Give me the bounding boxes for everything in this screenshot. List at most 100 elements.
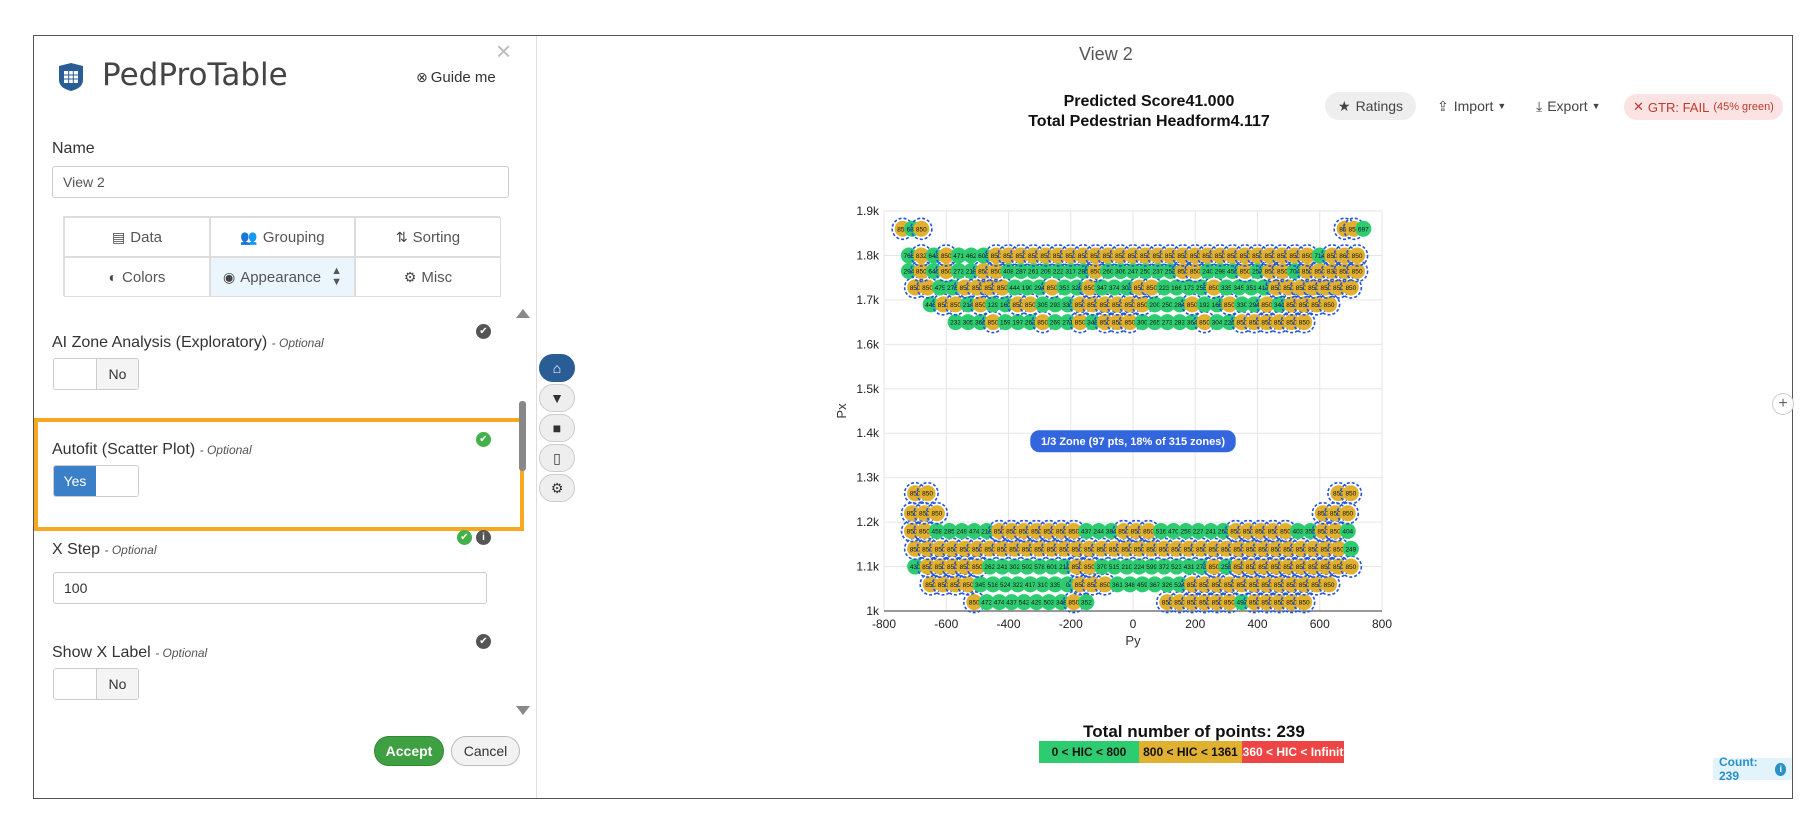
scrollbar-thumb[interactable] — [519, 401, 526, 471]
info-icon[interactable]: i — [1775, 762, 1786, 776]
data-point[interactable]: 850 — [925, 501, 949, 525]
data-point[interactable]: 237 — [1149, 263, 1166, 279]
data-point[interactable]: 214 — [960, 296, 977, 313]
data-point[interactable]: 269 — [1047, 314, 1064, 331]
data-point[interactable]: 273 — [1159, 314, 1176, 331]
expand-button[interactable]: + — [1772, 393, 1794, 415]
data-point[interactable]: 353 — [1056, 279, 1073, 296]
data-point[interactable]: 850 — [1339, 555, 1363, 578]
data-point[interactable]: 200 — [1146, 296, 1163, 313]
data-point[interactable]: 255 — [1193, 279, 1210, 296]
data-point[interactable]: 417 — [1022, 576, 1039, 593]
data-point[interactable]: 850 — [910, 217, 933, 241]
data-point[interactable]: 471 — [950, 247, 967, 264]
data-point[interactable]: 430 — [907, 558, 924, 575]
legend-item[interactable]: 800 < HIC < 1361 — [1139, 741, 1242, 763]
data-point[interactable]: 704 — [1286, 263, 1303, 279]
data-point[interactable]: 303 — [1118, 279, 1135, 296]
data-point[interactable]: 226 — [1221, 314, 1238, 331]
scroll-down-arrow[interactable] — [516, 706, 530, 715]
data-point[interactable]: 601 — [1044, 558, 1061, 575]
data-point[interactable]: 850 — [1292, 310, 1316, 334]
data-point[interactable]: 160 — [997, 296, 1014, 313]
data-point[interactable]: 192 — [1196, 296, 1213, 313]
data-point[interactable]: 250 — [1137, 263, 1154, 279]
data-point[interactable]: 276 — [944, 279, 961, 296]
data-point[interactable]: 249 — [1342, 540, 1359, 557]
data-point[interactable]: 317 — [1062, 263, 1079, 279]
data-point[interactable]: 305 — [960, 314, 977, 331]
data-point[interactable]: 366 — [972, 314, 989, 331]
data-point[interactable]: 273 — [1193, 558, 1210, 575]
data-point[interactable]: 298 — [1212, 263, 1229, 279]
data-point[interactable]: 219 — [1056, 558, 1073, 575]
data-point[interactable]: 293 — [1047, 296, 1064, 313]
data-point[interactable]: 348 — [1121, 576, 1138, 593]
data-point[interactable]: 159 — [997, 314, 1014, 331]
data-point[interactable]: 240 — [1199, 263, 1216, 279]
data-point[interactable]: 367 — [1146, 576, 1163, 593]
data-point[interactable]: 283 — [1171, 314, 1188, 331]
data-point[interactable]: 329 — [1068, 279, 1085, 296]
data-point[interactable]: 261 — [1025, 263, 1042, 279]
data-point[interactable]: 348 — [1084, 314, 1101, 331]
accept-button[interactable]: Accept — [374, 736, 444, 766]
data-point[interactable]: 341 — [1271, 296, 1288, 313]
data-point[interactable]: 850 — [1345, 244, 1369, 267]
data-point[interactable]: 335 — [1218, 279, 1235, 296]
x-step-input[interactable] — [53, 572, 487, 604]
tab-sorting[interactable]: ⇅ Sorting — [355, 217, 501, 257]
data-point[interactable]: 304 — [1209, 314, 1226, 331]
data-point[interactable]: 605 — [975, 247, 992, 264]
data-point[interactable]: 408 — [1000, 263, 1017, 279]
data-point[interactable]: 322 — [1009, 576, 1026, 593]
data-point[interactable]: 294 — [900, 263, 917, 279]
data-point[interactable]: 300 — [1134, 314, 1151, 331]
data-point[interactable]: 173 — [1181, 279, 1198, 296]
settings-button[interactable]: ⚙ — [539, 474, 575, 502]
data-point[interactable]: 241 — [1202, 523, 1219, 539]
data-point[interactable]: 260 — [1100, 263, 1117, 279]
data-point[interactable]: 431 — [1181, 558, 1198, 575]
name-input[interactable] — [52, 166, 509, 198]
data-point[interactable]: 355 — [1302, 523, 1319, 539]
data-point[interactable]: 384 — [1103, 523, 1120, 539]
data-point[interactable]: 223 — [1156, 279, 1173, 296]
data-point[interactable]: 305 — [1034, 296, 1051, 313]
data-point[interactable]: 168 — [1209, 296, 1226, 313]
data-point[interactable]: 271 — [1059, 314, 1076, 331]
data-point[interactable]: 306 — [1112, 263, 1129, 279]
data-point[interactable]: 0 — [1059, 576, 1076, 593]
data-point[interactable]: 850 — [916, 481, 939, 505]
data-point[interactable]: 285 — [1075, 263, 1092, 279]
tab-misc[interactable]: ⚙ Misc — [355, 257, 501, 297]
scroll-up-arrow[interactable] — [516, 309, 530, 318]
data-point[interactable]: 222 — [1050, 263, 1067, 279]
data-point[interactable]: 335 — [1047, 576, 1064, 593]
data-point[interactable]: 345 — [1230, 279, 1247, 296]
cancel-button[interactable]: Cancel — [451, 736, 520, 766]
data-point[interactable]: 766 — [900, 247, 917, 264]
data-point[interactable]: 524 — [997, 576, 1014, 593]
data-point[interactable]: 599 — [1143, 558, 1160, 575]
data-point[interactable]: 472 — [978, 594, 995, 611]
import-button[interactable]: ⇪ Import ▼ — [1424, 92, 1519, 120]
data-point[interactable]: 437 — [1003, 594, 1020, 611]
data-point[interactable]: 475 — [932, 279, 949, 296]
data-point[interactable]: 326 — [1159, 576, 1176, 593]
data-point[interactable]: 265 — [1146, 314, 1163, 331]
data-point[interactable]: 850 — [1336, 501, 1360, 525]
data-point[interactable]: 503 — [1040, 594, 1057, 611]
data-point[interactable]: 403 — [1289, 523, 1306, 539]
data-point[interactable]: 352 — [1078, 594, 1095, 611]
data-point[interactable]: 850 — [1317, 293, 1341, 316]
data-point[interactable]: 259 — [1177, 523, 1194, 539]
data-point[interactable]: 850 — [1339, 481, 1363, 505]
data-point[interactable]: 294 — [1246, 296, 1263, 313]
tab-colors[interactable]: ◐ Colors — [64, 257, 210, 297]
data-point[interactable]: 370 — [1093, 558, 1110, 575]
data-point[interactable]: 241 — [994, 558, 1011, 575]
data-point[interactable]: 364 — [1184, 314, 1201, 331]
data-point[interactable]: 714 — [1311, 247, 1328, 264]
data-point[interactable]: 197 — [1009, 314, 1026, 331]
